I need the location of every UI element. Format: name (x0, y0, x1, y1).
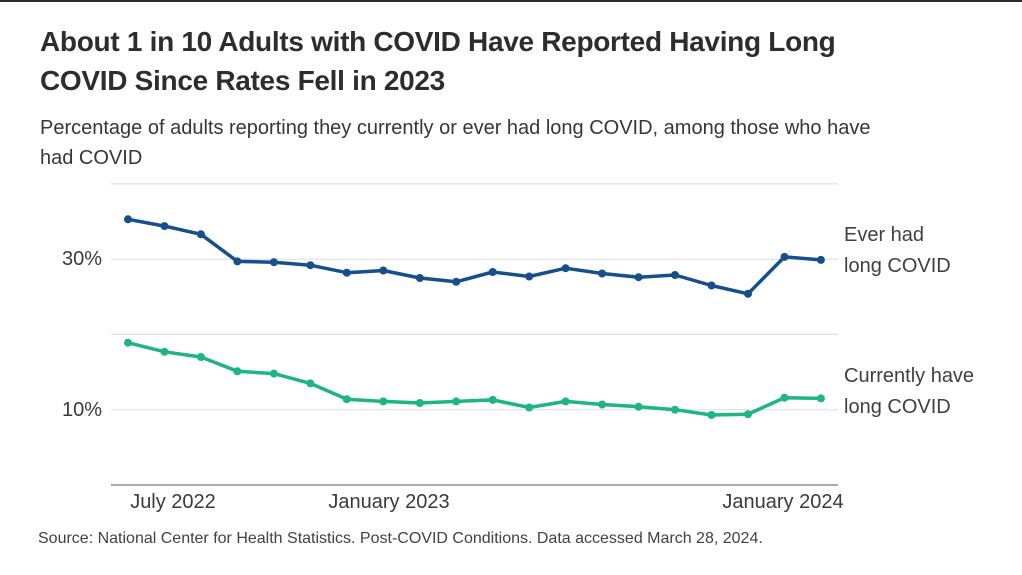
data-point-currently-have-long-covid (415, 399, 424, 407)
series-line-currently-have-long-covid (126, 340, 823, 417)
data-point-ever-had-long-covid (124, 215, 132, 224)
x-axis-tick-january-2023: January 2023 (328, 491, 450, 513)
data-point-currently-have-long-covid (744, 410, 752, 419)
data-point-currently-have-long-covid (525, 403, 534, 412)
chart-subtitle: Percentage of adults reporting they curr… (40, 113, 985, 173)
chart-subtitle-line-1: Percentage of adults reporting they curr… (40, 117, 871, 139)
data-point-currently-have-long-covid (379, 397, 388, 406)
series-label-current-line-2: long COVID (844, 396, 951, 418)
data-point-ever-had-long-covid (561, 264, 570, 273)
data-point-currently-have-long-covid (488, 395, 497, 404)
y-axis-tick-10: 10% (61, 399, 102, 421)
chart-title-line-2: COVID Since Rates Fell in 2023 (40, 65, 445, 96)
data-point-ever-had-long-covid (306, 261, 315, 270)
data-point-ever-had-long-covid (269, 258, 278, 267)
series-label-ever-line-2: long COVID (844, 255, 951, 277)
x-axis-tick-january-2024: January 2024 (722, 491, 844, 513)
data-point-ever-had-long-covid (379, 266, 388, 275)
data-point-currently-have-long-covid (671, 405, 679, 414)
data-point-ever-had-long-covid (634, 273, 643, 282)
data-point-ever-had-long-covid (488, 268, 497, 276)
data-point-ever-had-long-covid (744, 289, 752, 298)
data-point-currently-have-long-covid (233, 367, 242, 376)
data-point-currently-have-long-covid (707, 411, 716, 419)
data-point-currently-have-long-covid (452, 397, 461, 406)
data-point-ever-had-long-covid (160, 222, 169, 231)
chart-subtitle-line-2: had COVID (40, 147, 143, 169)
data-point-ever-had-long-covid (196, 230, 205, 239)
data-point-currently-have-long-covid (269, 369, 278, 378)
data-point-ever-had-long-covid (525, 272, 534, 281)
data-point-ever-had-long-covid (452, 277, 461, 286)
data-point-currently-have-long-covid (598, 400, 607, 409)
x-axis-tick-july-2022: July 2022 (130, 491, 216, 513)
data-point-ever-had-long-covid (233, 257, 242, 266)
data-point-ever-had-long-covid (342, 268, 351, 277)
series-label-currently-have-long-covid: Currently have long COVID (844, 361, 974, 423)
data-point-currently-have-long-covid (561, 397, 570, 406)
data-point-currently-have-long-covid (124, 338, 132, 347)
data-point-ever-had-long-covid (816, 255, 825, 264)
series-label-current-line-1: Currently have (844, 365, 975, 387)
y-axis-tick-30: 30% (61, 248, 102, 270)
chart-title: About 1 in 10 Adults with COVID Have Rep… (40, 22, 1000, 100)
series-label-ever-line-1: Ever had (844, 224, 925, 246)
data-point-currently-have-long-covid (816, 394, 825, 403)
data-point-ever-had-long-covid (671, 271, 679, 279)
data-point-ever-had-long-covid (707, 281, 716, 290)
data-point-ever-had-long-covid (415, 274, 424, 282)
series-label-ever-had-long-covid: Ever had long COVID (844, 220, 951, 282)
data-point-currently-have-long-covid (342, 395, 351, 404)
data-point-currently-have-long-covid (196, 353, 205, 361)
chart-title-line-1: About 1 in 10 Adults with COVID Have Rep… (40, 26, 836, 57)
series-line-ever-had-long-covid (126, 217, 823, 296)
data-point-ever-had-long-covid (780, 252, 789, 261)
data-point-currently-have-long-covid (306, 379, 315, 388)
data-point-currently-have-long-covid (634, 402, 643, 411)
data-point-currently-have-long-covid (780, 393, 789, 402)
source-note: Source: National Center for Health Stati… (38, 530, 763, 547)
data-point-ever-had-long-covid (598, 269, 607, 278)
data-point-currently-have-long-covid (160, 347, 169, 356)
